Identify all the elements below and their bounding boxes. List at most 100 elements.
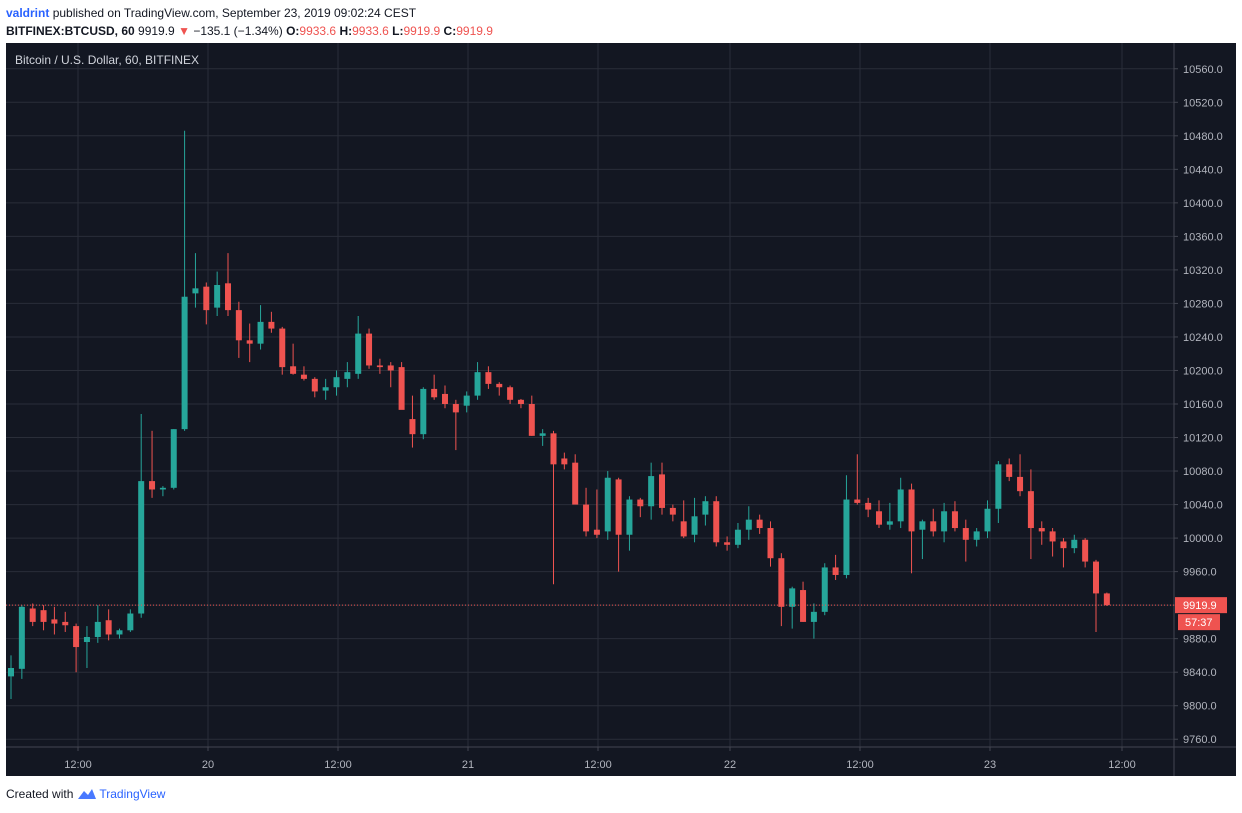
- candle-body: [507, 387, 514, 400]
- candle-body: [62, 621, 69, 626]
- candle-down: [583, 487, 590, 537]
- candle-body: [192, 288, 199, 294]
- candle-up: [170, 429, 177, 490]
- candle-down: [409, 395, 416, 448]
- candle-down: [225, 253, 231, 316]
- y-tick-label: 10240.0: [1183, 332, 1223, 344]
- candle-body: [1093, 561, 1099, 594]
- down-arrow-icon: ▼: [178, 24, 190, 38]
- candle-down: [398, 362, 405, 410]
- candle-down: [659, 462, 665, 515]
- candle-down: [300, 366, 307, 381]
- candle-down: [290, 343, 297, 375]
- candlestick-chart[interactable]: 10560.0 10520.0 10480.0 10440.0 10400.0 10360…: [6, 43, 1236, 776]
- candle-body: [149, 481, 156, 490]
- candle-down: [452, 399, 459, 451]
- candle-down: [376, 358, 383, 374]
- y-tick-label: 9880.0: [1183, 634, 1217, 646]
- candle-body: [1060, 541, 1067, 549]
- candle-up: [159, 486, 166, 497]
- candle-body: [268, 321, 275, 329]
- candle-body: [452, 404, 459, 413]
- tradingview-logo-icon: [78, 789, 97, 799]
- candle-body: [203, 286, 210, 311]
- candle-up: [539, 429, 546, 446]
- symbol-label: BITFINEX:BTCUSD, 60: [6, 24, 135, 38]
- candle-down: [442, 385, 448, 409]
- candle-down: [1082, 538, 1089, 568]
- candle-up: [810, 603, 817, 639]
- candle-body: [810, 611, 817, 622]
- author-link[interactable]: valdrint: [6, 6, 50, 20]
- candle-body: [995, 464, 1002, 509]
- candle-up: [420, 387, 427, 440]
- candle-body: [366, 333, 373, 366]
- candle-body: [604, 477, 611, 532]
- open-label: O:: [286, 24, 300, 38]
- price-change: −135.1 (−1.34%): [193, 24, 283, 38]
- candle-up: [648, 462, 655, 520]
- candle-down: [485, 366, 492, 389]
- candle-down: [778, 553, 785, 627]
- last-price-label-bg: [1175, 597, 1227, 614]
- candle-body: [376, 365, 383, 368]
- x-tick-label: 20: [202, 759, 214, 771]
- candle-down: [951, 501, 958, 532]
- candle-down: [637, 497, 644, 518]
- candle-body: [583, 504, 590, 532]
- x-tick-label: 12:00: [64, 759, 92, 771]
- candle-down: [496, 382, 503, 396]
- candle-down: [962, 519, 969, 562]
- candle-down: [1027, 469, 1034, 560]
- candle-up: [355, 316, 362, 379]
- candle-up: [734, 523, 741, 549]
- candle-down: [865, 497, 872, 518]
- candle-up: [745, 506, 752, 540]
- candle-body: [854, 499, 861, 503]
- footer: Created with TradingView: [6, 787, 165, 801]
- candle-down: [51, 606, 58, 635]
- candle-down: [854, 454, 861, 505]
- candle-up: [604, 471, 611, 540]
- candle-body: [355, 333, 362, 374]
- candle-body: [257, 321, 264, 344]
- candle-body: [745, 519, 752, 530]
- countdown-label: 57:37: [1185, 617, 1213, 629]
- candle-body: [1103, 593, 1110, 606]
- candle-body: [973, 531, 980, 540]
- last-price: 9919.9: [138, 24, 175, 38]
- candle-down: [593, 489, 600, 539]
- candle-body: [279, 328, 286, 368]
- candle-body: [691, 516, 698, 535]
- created-with-label: Created with: [6, 787, 74, 801]
- candle-down: [800, 581, 807, 622]
- candle-down: [561, 452, 568, 470]
- candle-body: [73, 626, 80, 648]
- candle-down: [1017, 454, 1024, 497]
- candle-up: [18, 605, 25, 679]
- tradingview-link[interactable]: TradingView: [99, 787, 166, 801]
- candle-body: [1071, 539, 1078, 549]
- candle-down: [507, 385, 514, 404]
- candle-up: [886, 502, 893, 530]
- candle-down: [930, 508, 937, 537]
- candle-body: [8, 668, 14, 677]
- low-label: L:: [392, 24, 404, 38]
- y-tick-label: 10080.0: [1183, 466, 1223, 478]
- candle-up: [181, 130, 188, 431]
- candle-down: [268, 311, 275, 333]
- ohlc-line: BITFINEX:BTCUSD, 60 9919.9 ▼ −135.1 (−1.…: [6, 22, 493, 40]
- candle-up: [789, 586, 796, 629]
- candle-body: [1082, 539, 1089, 562]
- candle-up: [995, 460, 1002, 524]
- x-axis[interactable]: 12:00 20 12:00 21 12:00 22 12:00 23 12:00: [64, 747, 1136, 771]
- candle-down: [29, 603, 36, 627]
- candle-down: [73, 623, 80, 673]
- last-price-label: 9919.9: [1183, 600, 1217, 612]
- candle-body: [561, 458, 568, 465]
- candle-down: [517, 398, 524, 409]
- y-tick-label: 9800.0: [1183, 701, 1217, 713]
- candle-body: [713, 501, 720, 543]
- close-value: 9919.9: [456, 24, 493, 38]
- x-tick-label: 22: [724, 759, 736, 771]
